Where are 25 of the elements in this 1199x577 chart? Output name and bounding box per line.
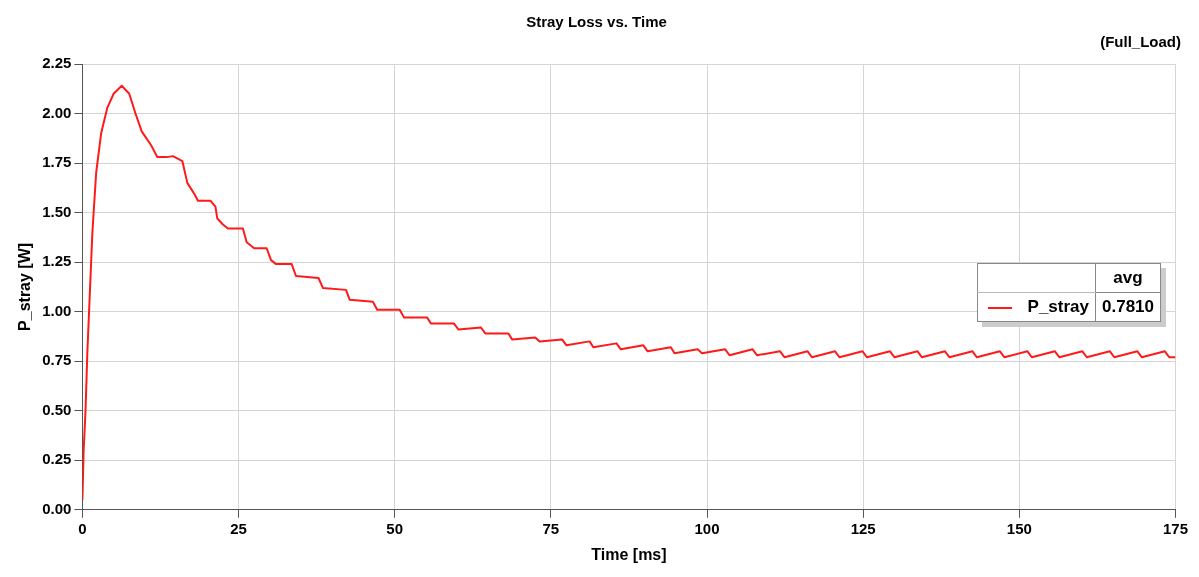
x-tick-label: 75 xyxy=(542,519,560,537)
annotation: avg xyxy=(1095,263,1161,293)
y-tick-label: 0.25 xyxy=(42,450,72,468)
x-tick-label: 100 xyxy=(694,519,720,537)
x-tick-label: 50 xyxy=(386,519,404,537)
y-tick-label: 0.75 xyxy=(42,351,72,369)
y-tick-label: 2.25 xyxy=(42,54,72,72)
y-tick-label: 1.50 xyxy=(42,202,72,220)
x-tick-label: 150 xyxy=(1006,519,1032,537)
y-tick-label: 2.00 xyxy=(42,103,72,121)
y-tick-label: 1.00 xyxy=(42,301,72,319)
annotation: 0.7810 xyxy=(1095,292,1161,322)
x-tick-label: 0 xyxy=(78,519,87,537)
chart-title: Stray Loss vs. Time xyxy=(526,13,667,31)
legend-label: P_stray xyxy=(1027,297,1089,316)
x-tick-label: 175 xyxy=(1162,519,1188,537)
chart-subtitle: (Full_Load) xyxy=(1100,33,1181,51)
y-axis-title: P_stray [W] xyxy=(16,242,34,331)
y-tick-label: 1.75 xyxy=(42,153,72,171)
x-tick-label: 25 xyxy=(230,519,247,537)
y-tick-label: 1.25 xyxy=(42,252,72,270)
y-tick-label: 0.00 xyxy=(42,499,72,517)
y-tick-label: 0.50 xyxy=(42,400,72,418)
x-tick-label: 125 xyxy=(850,519,876,537)
x-axis-title: Time [ms] xyxy=(591,545,667,563)
